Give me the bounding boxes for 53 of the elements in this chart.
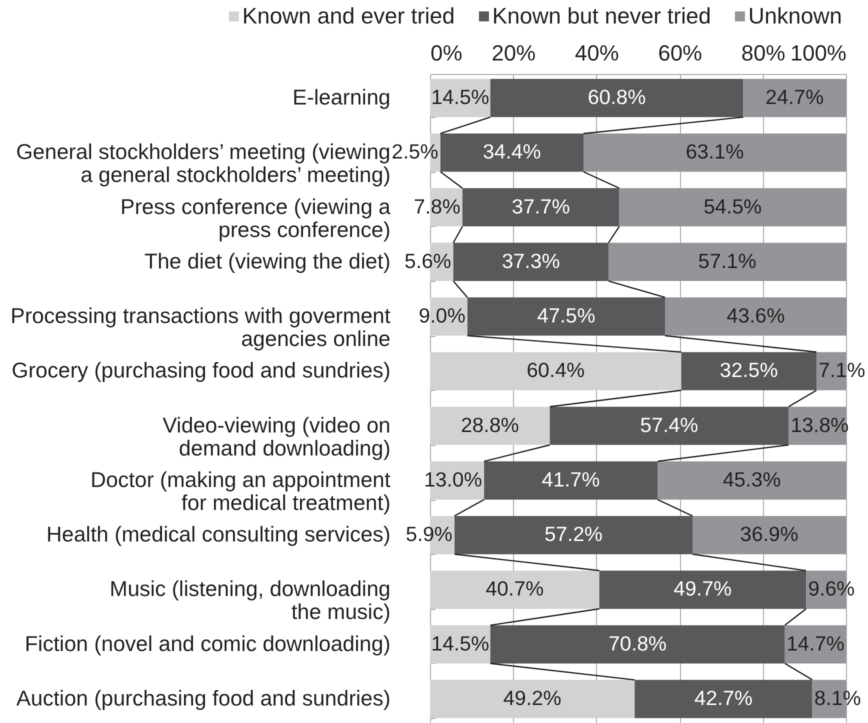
x-tick-label: 40%	[574, 40, 619, 66]
legend-label: Unknown	[748, 3, 842, 28]
data-label: 28.8%	[460, 414, 519, 437]
y-tick-label: Auction (purchasing food and sundries)	[16, 686, 390, 710]
y-tick-label: Doctor (making an appointment for medical treatment)	[90, 468, 391, 515]
y-tick-label: Health (medical consulting services)	[46, 522, 390, 547]
x-tick-label: 60%	[658, 40, 702, 66]
data-label: 70.8%	[608, 632, 667, 656]
y-tick-label: E-learning	[292, 86, 390, 110]
data-label: 60.8%	[588, 86, 646, 110]
legend-label: Known and ever tried	[242, 3, 455, 28]
y-tick-label: General stockholders’ meeting (viewing a general stockholders’ meeting)	[16, 140, 390, 188]
data-label: 57.4%	[640, 414, 698, 437]
data-label: 14.5%	[431, 632, 490, 656]
x-tick-label: 20%	[492, 40, 536, 66]
data-label: 36.9%	[740, 523, 798, 546]
data-label: 40.7%	[486, 578, 544, 601]
data-label: 41.7%	[542, 468, 600, 492]
data-label: 43.6%	[726, 304, 785, 328]
y-tick-label: Music (listening, downloading the music)	[110, 577, 390, 624]
y-tick-label: Fiction (novel and comic downloading)	[24, 632, 390, 656]
x-tick-label: 0%	[430, 40, 462, 66]
data-label: 24.7%	[766, 86, 824, 110]
y-tick-label: Processing transactions with goverment agencies online	[10, 304, 391, 352]
data-label: 63.1%	[686, 140, 744, 164]
y-tick-label: Grocery (purchasing food and sundries)	[12, 358, 390, 383]
data-label: 37.3%	[502, 250, 560, 273]
data-label: 34.4%	[482, 140, 542, 164]
data-label: 13.0%	[424, 468, 482, 492]
data-label: 5.6%	[404, 250, 452, 273]
y-tick-label: Press conference (viewing a press conference)	[120, 194, 391, 242]
data-label: 37.7%	[512, 195, 570, 218]
data-label: 9.0%	[418, 304, 466, 328]
legend-label: Known but never tried	[492, 3, 712, 28]
data-label: 47.5%	[537, 304, 596, 328]
data-label: 57.2%	[544, 523, 603, 546]
data-label: 14.5%	[431, 86, 490, 110]
data-label: 14.7%	[786, 632, 844, 656]
data-label: 45.3%	[722, 468, 781, 492]
data-label: 60.4%	[526, 359, 585, 382]
data-label: 57.1%	[698, 250, 756, 273]
y-tick-label: Video-viewing (video on demand downloading)	[162, 413, 390, 460]
data-label: 54.5%	[704, 195, 762, 218]
x-tick-label: 100%	[790, 40, 846, 66]
data-label: 49.2%	[503, 686, 562, 710]
data-label: 7.8%	[414, 195, 460, 218]
data-label: 49.7%	[674, 578, 732, 601]
data-label: 2.5%	[392, 140, 438, 164]
data-label: 32.5%	[720, 359, 778, 382]
data-label: 5.9%	[406, 523, 453, 546]
x-tick-label: 80%	[741, 40, 786, 66]
data-label: 42.7%	[694, 686, 753, 710]
y-tick-label: The diet (viewing the diet)	[144, 249, 390, 274]
